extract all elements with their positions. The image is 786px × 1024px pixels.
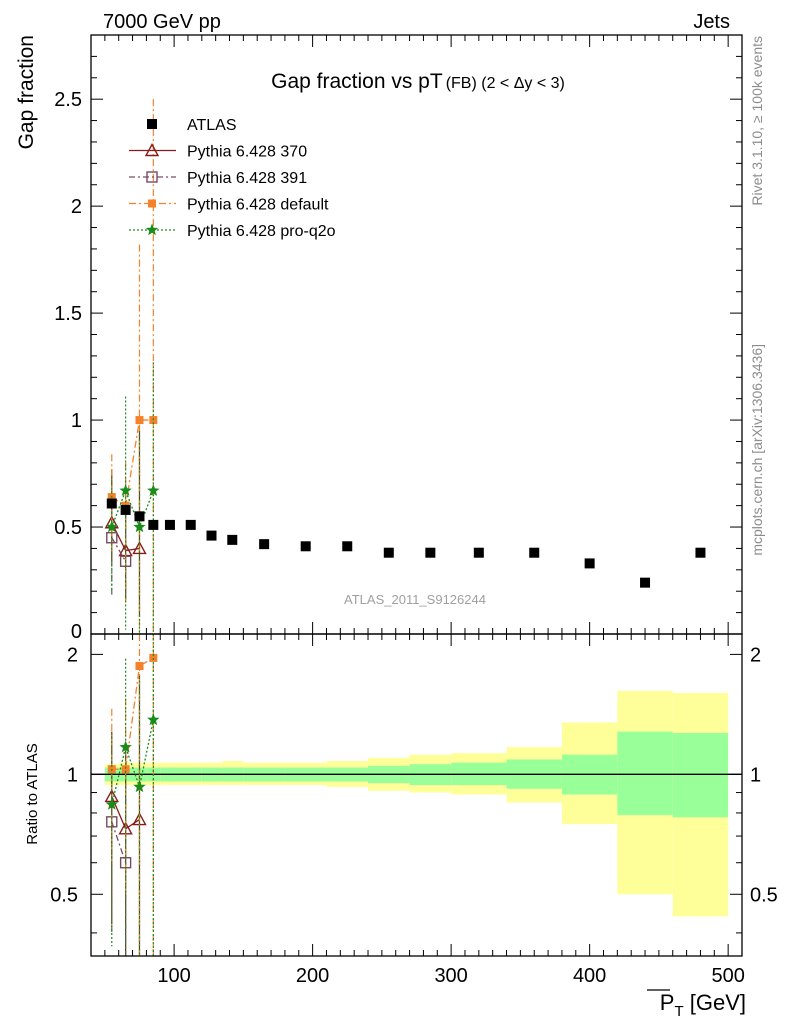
y-tick-label: 2 — [71, 196, 82, 218]
y-tick-label: 1.5 — [54, 303, 82, 325]
legend-label-pq2o: Pythia 6.428 pro-q2o — [187, 223, 336, 240]
marker-star — [133, 520, 146, 533]
ratio-series-pq2o — [105, 634, 160, 956]
marker-data — [134, 511, 145, 522]
x-axis-label: PT [GeV] — [660, 990, 746, 1020]
ratio-band-inner — [617, 731, 673, 816]
series-line — [111, 419, 154, 507]
y-tick-label: 1 — [71, 410, 82, 432]
marker-star — [147, 484, 160, 496]
marker-star — [147, 713, 160, 726]
marker-filled-square — [121, 765, 130, 774]
marker-star — [105, 798, 118, 810]
marker-data — [342, 541, 353, 552]
marker-data — [227, 534, 238, 545]
marker-data — [584, 558, 595, 569]
legend: ATLAS Pythia 6.428 370 Pythia 6.428 391 Pyt… — [129, 117, 336, 240]
chart-title-main: Gap fraction vs pT — [271, 70, 443, 93]
marker-star — [105, 520, 118, 533]
y-axis-label: Gap fraction — [15, 35, 38, 149]
x-tick-label: 500 — [711, 965, 744, 987]
marker-filled-square — [149, 653, 158, 662]
ratio-series-pdef — [107, 634, 158, 956]
ratio-y-tick-label-right: 1 — [750, 764, 761, 786]
ratio-series-line — [111, 719, 154, 805]
marker-triangle — [132, 540, 147, 555]
marker-data — [529, 547, 540, 558]
mcplots-label: mcplots.cern.ch [arXiv:1306.3436] — [749, 344, 765, 556]
marker-star — [145, 223, 159, 236]
header-right: Jets — [693, 11, 730, 33]
marker-data — [120, 504, 131, 515]
marker-data — [164, 519, 175, 530]
rivet-label: Rivet 3.1.10, ≥ 100k events — [749, 36, 765, 206]
marker-filled-square — [135, 662, 144, 671]
ratio-series-line — [111, 657, 154, 770]
ratio-band-inner — [672, 732, 729, 818]
marker-data — [185, 519, 196, 530]
ratio-y-tick-label: 2 — [67, 644, 78, 666]
marker-data — [473, 547, 484, 558]
x-tick-label: 200 — [296, 965, 329, 987]
x-tick-label: 400 — [573, 965, 606, 987]
ratio-bands — [104, 690, 729, 917]
x-tick-label: 100 — [157, 965, 190, 987]
ratio-frame — [90, 633, 743, 957]
ratio-y-axis-label: Ratio to ATLAS — [24, 743, 41, 844]
main-data-points — [106, 498, 706, 588]
marker-data — [259, 539, 270, 550]
marker-data — [425, 547, 436, 558]
ratio-y-tick-label-right: 0.5 — [750, 884, 778, 906]
y-tick-label: 0.5 — [54, 517, 82, 539]
series-pdef — [107, 99, 158, 632]
y-tick-label: 0 — [71, 621, 82, 643]
ratio-y-tick-label-right: 2 — [750, 644, 761, 666]
analysis-label: ATLAS_2011_S9126244 — [344, 592, 486, 607]
legend-label-p391: Pythia 6.428 391 — [187, 170, 307, 187]
marker-data — [206, 530, 217, 541]
marker-star — [119, 740, 132, 753]
marker-data — [300, 541, 311, 552]
marker-filled-square — [135, 416, 144, 425]
marker-open-square — [146, 171, 158, 183]
marker-data — [106, 498, 117, 509]
chart-title: Gap fraction vs pT (FB) (2 < Δy < 3) — [271, 70, 565, 93]
marker-data — [383, 547, 394, 558]
x-axis-label-sub: T — [674, 1003, 683, 1020]
y-tick-label: 2.5 — [54, 89, 82, 111]
main-series — [104, 99, 160, 634]
marker-data — [640, 577, 651, 588]
x-tick-label: 300 — [434, 965, 467, 987]
marker-data — [148, 519, 159, 530]
series-line — [111, 537, 127, 562]
axis-ticks: 100 200 300 400 500 0 0.5 1 1.5 2 2.5 0.5 0.5 1 1 2 2 — [50, 34, 778, 987]
marker-star — [133, 780, 146, 793]
marker-star — [119, 484, 132, 496]
ratio-y-tick-label: 0.5 — [50, 884, 78, 906]
chart-title-sub: (FB) (2 < Δy < 3) — [446, 75, 565, 92]
legend-label-pdef: Pythia 6.428 default — [187, 197, 329, 214]
marker-filled-square — [148, 199, 156, 208]
ratio-y-tick-label: 1 — [67, 764, 78, 786]
series-line — [111, 488, 154, 529]
ratio-series-p391 — [106, 757, 132, 956]
x-axis-label-main: P — [660, 990, 675, 1015]
header-left: 7000 GeV pp — [103, 11, 221, 33]
marker-triangle — [144, 143, 160, 157]
legend-label-atlas: ATLAS — [187, 117, 237, 134]
marker-data — [147, 119, 157, 129]
marker-data — [695, 547, 706, 558]
ratio-series — [104, 634, 160, 956]
legend-label-p370: Pythia 6.428 370 — [187, 144, 307, 161]
x-axis-label-unit: [GeV] — [684, 990, 746, 1015]
